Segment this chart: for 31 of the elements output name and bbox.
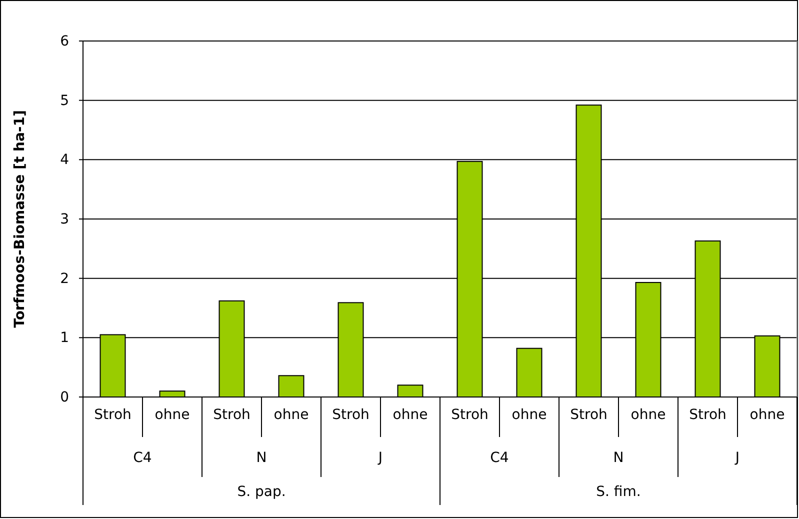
text: J: [377, 450, 383, 466]
x-tick-label: Stroh: [332, 406, 370, 423]
y-tick-label: 2: [60, 270, 69, 287]
x-tick-label: ohne: [274, 406, 309, 423]
x-tick-label: ohne: [750, 406, 785, 423]
text: N: [613, 450, 624, 466]
bar: [397, 384, 424, 398]
text: J: [734, 450, 740, 466]
x-tick-label: ohne: [630, 406, 666, 423]
x-tick-label: Stroh: [94, 406, 132, 423]
text: C4: [490, 450, 509, 466]
y-tick-label: 3: [60, 211, 69, 228]
x-tick-label: ohne: [512, 406, 547, 423]
text: S. fim.: [596, 484, 641, 500]
x-tick-label: ohne: [154, 406, 190, 423]
bar: [516, 348, 542, 398]
x-tick-label: Stroh: [689, 406, 726, 423]
x-tick-label: ohne: [392, 406, 428, 423]
y-tick-label: 6: [60, 33, 70, 50]
x-tick-label: Stroh: [213, 406, 250, 423]
x-tick-label: Stroh: [451, 406, 488, 423]
y-tick-label: 5: [60, 92, 69, 109]
text: S. pap.: [237, 484, 286, 500]
text: C4: [133, 450, 152, 466]
bar: [278, 375, 304, 398]
y-tick-label: 4: [60, 152, 70, 168]
y-axis-title: Torfmoos-Biomasse [t ha-1]: [12, 110, 28, 328]
x-tick-label: Stroh: [570, 406, 608, 423]
text: N: [256, 450, 267, 466]
y-tick-label: 0: [60, 389, 69, 406]
y-tick-label: 1: [60, 330, 69, 346]
